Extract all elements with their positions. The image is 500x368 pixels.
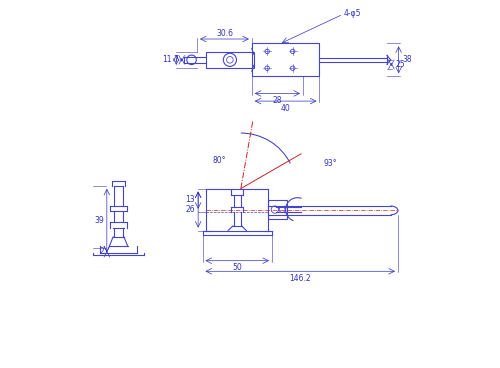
- Bar: [206, 52, 254, 68]
- Text: 80°: 80°: [212, 156, 226, 165]
- Text: 30.6: 30.6: [216, 29, 233, 38]
- Text: 25: 25: [396, 60, 405, 69]
- Text: 93°: 93°: [324, 159, 337, 169]
- Bar: [268, 201, 286, 219]
- Text: 7: 7: [174, 55, 178, 64]
- Text: 13: 13: [186, 195, 195, 204]
- Text: 4-φ5: 4-φ5: [343, 9, 360, 18]
- Text: 38: 38: [402, 55, 411, 64]
- Text: 40: 40: [280, 104, 290, 113]
- Text: 50: 50: [232, 263, 242, 272]
- Text: 39: 39: [94, 216, 104, 225]
- Text: 2: 2: [99, 247, 104, 256]
- Bar: [252, 43, 320, 76]
- Text: 28: 28: [272, 96, 282, 105]
- Text: 146.2: 146.2: [290, 274, 311, 283]
- Text: 26: 26: [186, 205, 195, 214]
- Text: 11: 11: [162, 55, 172, 64]
